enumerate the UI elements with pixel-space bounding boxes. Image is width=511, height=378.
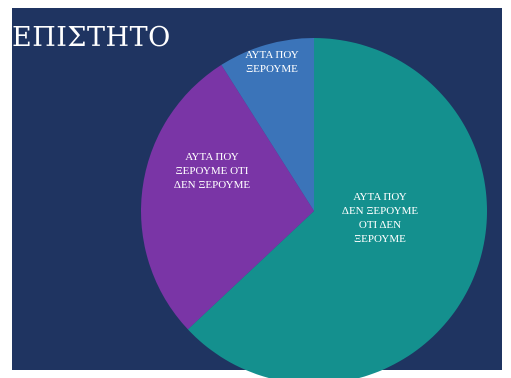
pie-slice-2 — [187, 38, 487, 378]
pie-slice-1 — [221, 38, 314, 211]
pie-slice-3 — [141, 64, 314, 330]
slice-label-line: ΔΕΝ ΞΕΡΟΥΜΕ — [342, 205, 419, 217]
pie-slice-label-3: ΑΥΤΑ ΠΟΥ ΞΕΡΟΥΜΕ ΟΤΙ ΔΕΝ ΞΕΡΟΥΜΕ — [174, 151, 251, 191]
pie-slice-label-2: ΑΥΤΑ ΠΟΥ ΔΕΝ ΞΕΡΟΥΜΕ ΟΤΙ ΔΕΝ ΞΕΡΟΥΜΕ — [342, 191, 419, 245]
slice-label-line: ΑΥΤΑ ΠΟΥ — [353, 191, 406, 203]
slice-label-line: ΑΥΤΑ ΠΟΥ — [185, 151, 238, 163]
pie-slice-label-1: ΑΥΤΑ ΠΟΥ ΞΕΡΟΥΜΕ — [245, 49, 298, 75]
slice-label-line: ΟΤΙ ΔΕΝ — [359, 219, 401, 231]
slice-label-line: ΞΕΡΟΥΜΕ — [354, 233, 406, 245]
page-title: ΕΠΙΣΤΗΤΟ — [12, 22, 171, 53]
slice-label-line: ΔΕΝ ΞΕΡΟΥΜΕ — [174, 179, 251, 191]
slice-label-line: ΞΕΡΟΥΜΕ — [246, 63, 298, 75]
slice-label-line: ΞΕΡΟΥΜΕ ΟΤΙ — [176, 165, 249, 177]
slice-label-line: ΑΥΤΑ ΠΟΥ — [245, 49, 298, 61]
